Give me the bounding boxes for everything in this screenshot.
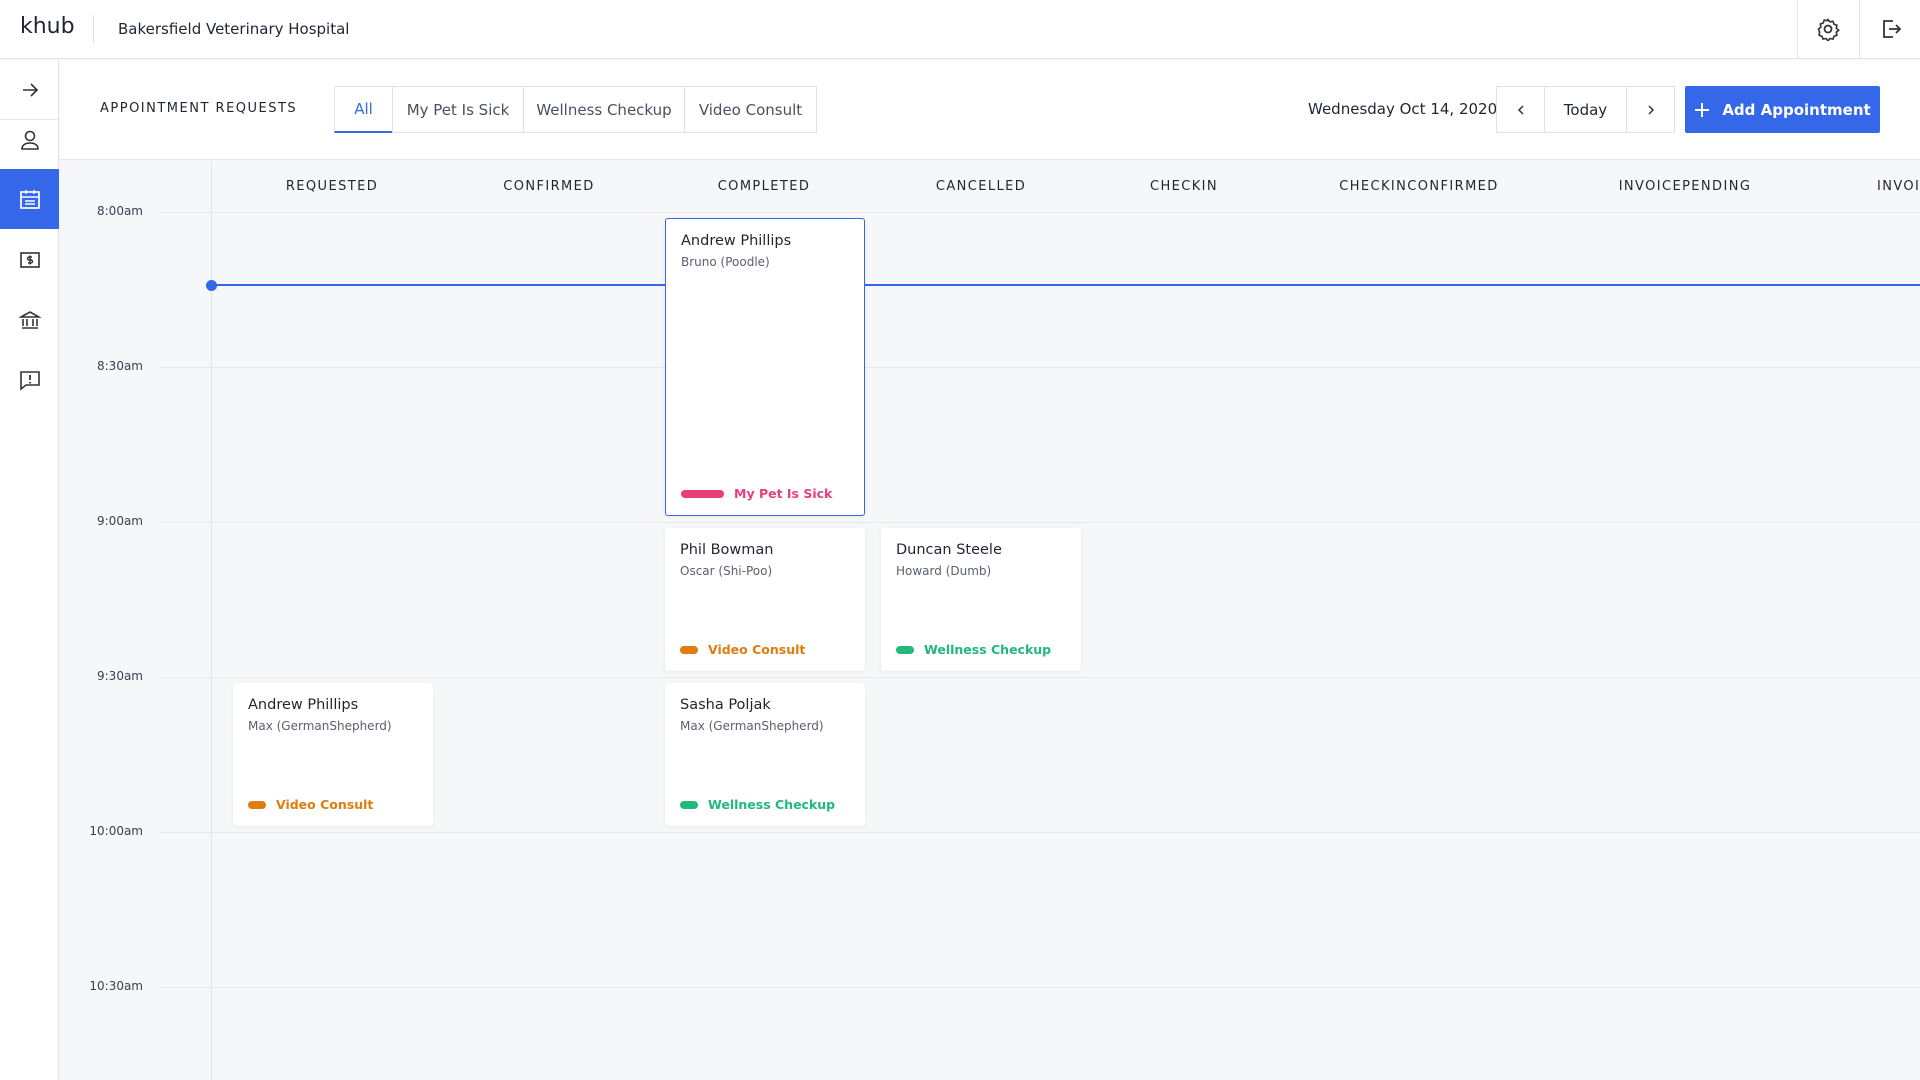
type-label: Video Consult: [708, 642, 806, 657]
clinic-name: Bakersfield Veterinary Hospital: [118, 20, 350, 38]
owner-name: Andrew Phillips: [681, 233, 792, 249]
divider: [1859, 0, 1860, 59]
appointment-type: Video Consult: [248, 797, 373, 812]
owner-name: Andrew Phillips: [248, 697, 359, 713]
grid-line: [160, 367, 1920, 368]
grid-line: [160, 212, 1920, 213]
column-header: INVOICEPENDING: [1618, 179, 1752, 194]
time-label: 10:30am: [89, 979, 143, 993]
owner-name: Phil Bowman: [680, 542, 774, 558]
grid-line: [160, 987, 1920, 988]
type-indicator: [680, 645, 698, 654]
current-time-line: [211, 284, 1920, 286]
button-label: Add Appointment: [1722, 100, 1871, 119]
divider: [1797, 0, 1798, 59]
appointment-card[interactable]: Phil Bowman Oscar (Shi-Poo) Video Consult: [665, 528, 865, 671]
type-label: Video Consult: [276, 797, 374, 812]
type-label: Wellness Checkup: [708, 797, 836, 812]
pet-name: Max (GermanShepherd): [248, 719, 392, 733]
logo[interactable]: khub: [20, 14, 75, 39]
next-button[interactable]: [1626, 86, 1675, 133]
feedback-icon[interactable]: [0, 350, 59, 410]
appointment-card[interactable]: Sasha Poljak Max (GermanShepherd) Wellness…: [665, 683, 865, 826]
type-label: Wellness Checkup: [924, 642, 1052, 657]
type-indicator: [680, 800, 698, 809]
filter-tab[interactable]: Wellness Checkup: [523, 86, 685, 133]
pet-name: Oscar (Shi-Poo): [680, 564, 773, 578]
filter-tab[interactable]: My Pet Is Sick: [392, 86, 524, 133]
filter-tab[interactable]: Video Consult: [684, 86, 817, 133]
calendar: REQUESTED CONFIRMED COMPLETED CANCELLED CHEC…: [60, 161, 1920, 1080]
type-indicator: [681, 489, 724, 498]
filter-tab[interactable]: All: [334, 86, 393, 133]
time-label: 9:30am: [97, 669, 143, 683]
owner-name: Duncan Steele: [896, 542, 1002, 558]
divider: [93, 15, 94, 43]
current-date: Wednesday Oct 14, 2020: [1308, 100, 1498, 118]
today-button[interactable]: Today: [1544, 86, 1627, 133]
column-header: CANCELLED: [935, 179, 1027, 194]
sidebar: [0, 60, 59, 1080]
time-label: 10:00am: [89, 824, 143, 838]
billing-icon[interactable]: [0, 230, 59, 290]
column-header: INVOICED: [1877, 179, 1920, 194]
page-title: APPOINTMENT REQUESTS: [100, 101, 298, 116]
appointment-type: Wellness Checkup: [896, 642, 1051, 657]
owner-name: Sasha Poljak: [680, 697, 771, 713]
top-bar: khub Bakersfield Veterinary Hospital: [0, 0, 1920, 59]
column-header: COMPLETED: [717, 179, 811, 194]
current-time-dot: [206, 280, 217, 291]
expand-button[interactable]: [0, 60, 59, 120]
type-indicator: [896, 645, 914, 654]
appointment-type: Wellness Checkup: [680, 797, 835, 812]
type-indicator: [248, 800, 266, 809]
prev-button[interactable]: [1496, 86, 1545, 133]
appointment-type: My Pet Is Sick: [681, 486, 832, 501]
column-header: REQUESTED: [285, 179, 379, 194]
calendar-icon[interactable]: [0, 169, 59, 229]
gutter-line: [211, 161, 212, 1080]
column-header: CONFIRMED: [503, 179, 595, 194]
logout-icon[interactable]: [1879, 17, 1903, 41]
grid-line: [160, 677, 1920, 678]
add-appointment-button[interactable]: Add Appointment: [1685, 86, 1880, 133]
bank-icon[interactable]: [0, 290, 59, 350]
pet-name: Bruno (Poodle): [681, 255, 770, 269]
column-header: CHECKIN: [1149, 179, 1219, 194]
settings-icon[interactable]: [1816, 17, 1840, 41]
type-label: My Pet Is Sick: [734, 486, 833, 501]
grid-line: [160, 522, 1920, 523]
appointment-card[interactable]: Duncan Steele Howard (Dumb) Wellness Check…: [881, 528, 1081, 671]
appointment-card[interactable]: Andrew Phillips Bruno (Poodle) My Pet Is S…: [665, 218, 865, 516]
clients-icon[interactable]: [0, 110, 59, 170]
appointment-type: Video Consult: [680, 642, 805, 657]
time-label: 9:00am: [97, 514, 143, 528]
column-header: CHECKINCONFIRMED: [1339, 179, 1499, 194]
pet-name: Max (GermanShepherd): [680, 719, 824, 733]
pet-name: Howard (Dumb): [896, 564, 992, 578]
appointment-card[interactable]: Andrew Phillips Max (GermanShepherd) Video…: [233, 683, 433, 826]
time-label: 8:30am: [97, 359, 143, 373]
grid-line: [160, 832, 1920, 833]
time-label: 8:00am: [97, 204, 143, 218]
